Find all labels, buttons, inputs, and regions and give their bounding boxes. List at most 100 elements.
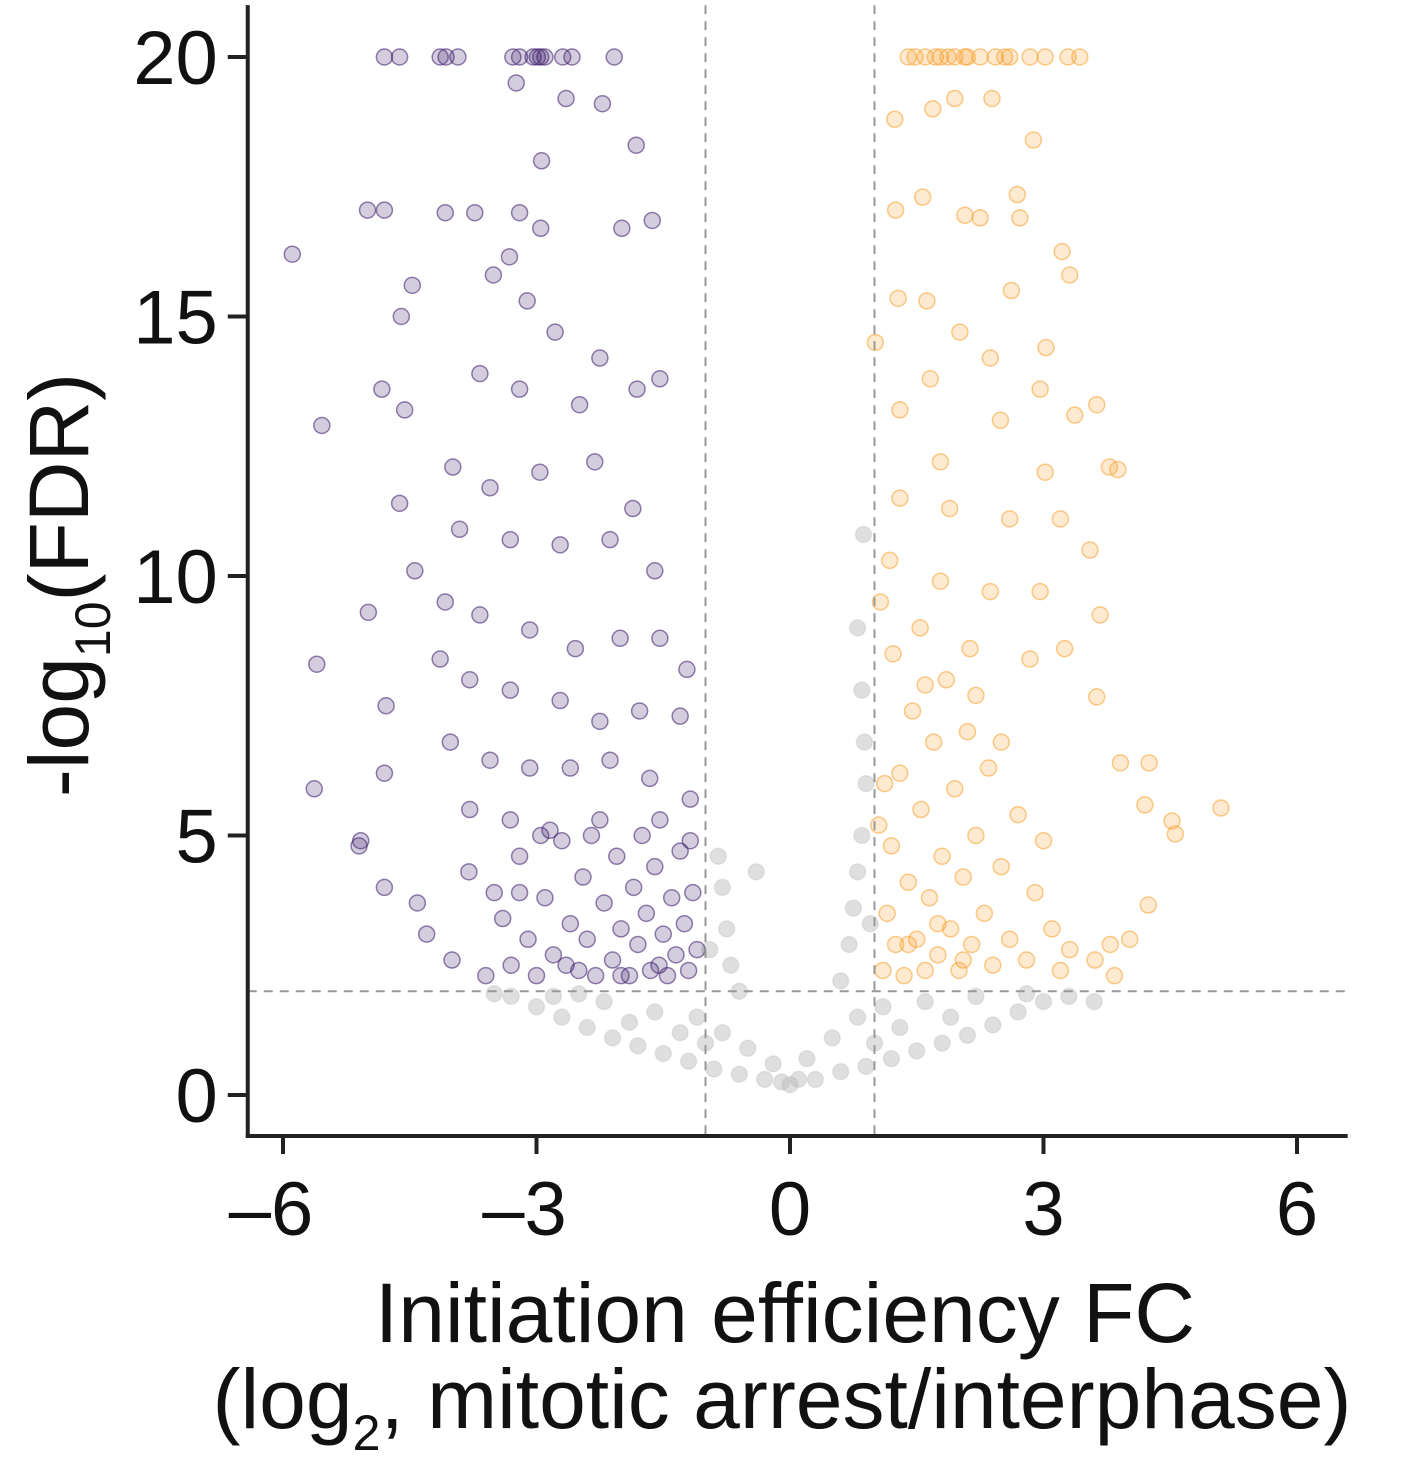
point-up: [939, 48, 957, 66]
point-up: [986, 48, 1005, 66]
point-down: [630, 702, 649, 720]
point-up: [874, 961, 892, 980]
point-up: [992, 857, 1010, 876]
point-down: [563, 48, 581, 66]
point-up: [1060, 940, 1079, 959]
point-down: [510, 48, 529, 66]
point-down: [283, 245, 302, 263]
point-down: [437, 48, 455, 66]
point-down: [305, 780, 324, 798]
point-ns: [781, 1075, 799, 1094]
point-down: [651, 629, 669, 648]
point-down: [544, 946, 563, 964]
point-down: [481, 479, 499, 497]
point-up: [891, 489, 909, 507]
point-down: [662, 889, 681, 907]
point-up: [979, 759, 998, 777]
point-down: [477, 966, 495, 985]
point-up: [1002, 281, 1021, 300]
point-up: [912, 800, 930, 819]
point-down: [641, 961, 660, 980]
point-down: [395, 401, 414, 419]
y-tick-label: 0: [175, 1054, 217, 1139]
point-up: [995, 48, 1014, 66]
point-down: [308, 655, 326, 673]
point-ns: [984, 1016, 1002, 1034]
y-label-post: (FDR): [12, 373, 106, 602]
point-down: [591, 349, 609, 367]
point-up: [1017, 951, 1036, 969]
point-down: [646, 562, 664, 580]
point-down: [507, 74, 525, 92]
point-ns: [857, 774, 875, 793]
point-ns: [1085, 992, 1103, 1011]
point-up: [1011, 209, 1029, 227]
point-up: [891, 401, 909, 419]
point-down: [675, 914, 694, 933]
point-up: [1031, 380, 1049, 398]
point-down: [441, 733, 460, 751]
point-down: [485, 883, 503, 902]
point-down: [502, 956, 520, 974]
point-down: [500, 248, 519, 266]
point-ns: [882, 1049, 901, 1068]
point-ns: [578, 1018, 596, 1037]
point-ns: [739, 1039, 757, 1058]
point-down: [510, 380, 529, 398]
point-up: [1166, 825, 1185, 843]
point-down: [313, 416, 331, 435]
point-up: [1051, 510, 1070, 528]
point-down: [436, 203, 454, 222]
point-ns: [764, 1055, 782, 1073]
point-ns: [874, 998, 892, 1016]
point-up: [1021, 48, 1039, 66]
point-up: [920, 889, 939, 907]
point-ns: [933, 1034, 951, 1052]
point-down: [375, 201, 394, 219]
point-down: [359, 603, 378, 622]
point-ns: [941, 1008, 960, 1026]
x-tick-label: –6: [229, 1167, 314, 1252]
point-up: [1087, 395, 1106, 414]
point-ns: [840, 935, 858, 954]
point-up: [889, 289, 907, 308]
point-down: [373, 380, 391, 398]
point-up: [899, 873, 918, 891]
point-down: [551, 691, 569, 710]
point-ns: [717, 920, 736, 938]
point-down: [671, 707, 689, 725]
point-ns: [679, 1052, 698, 1071]
point-down: [557, 956, 575, 974]
point-down: [417, 925, 436, 943]
point-down: [436, 593, 454, 611]
point-ns: [798, 1049, 816, 1068]
x-tick-label: 0: [769, 1167, 811, 1252]
point-down: [531, 826, 550, 845]
point-down: [613, 219, 631, 238]
x-axis-label-line2: (log2, mitotic arrest/interphase): [213, 1352, 1352, 1461]
point-down: [390, 48, 409, 66]
point-down: [629, 935, 647, 954]
point-up: [884, 645, 902, 663]
point-down: [640, 769, 659, 788]
point-up: [869, 816, 888, 834]
point-ns: [595, 992, 613, 1011]
point-down: [561, 759, 580, 777]
point-ns: [1034, 992, 1053, 1011]
point-down: [541, 821, 559, 840]
point-up: [1101, 935, 1120, 954]
point-ns: [713, 1023, 732, 1042]
point-up: [981, 349, 1000, 367]
point-down: [449, 48, 467, 66]
point-down: [601, 751, 619, 769]
point-down: [471, 606, 489, 624]
point-up: [931, 453, 950, 471]
point-ns: [688, 1008, 706, 1026]
point-ns: [747, 863, 765, 881]
point-ns: [844, 899, 863, 917]
point-down: [570, 961, 588, 980]
x-axis-label-line1: Initiation efficiency FC: [375, 1266, 1195, 1360]
point-up: [899, 48, 918, 66]
point-up: [903, 702, 922, 720]
point-ns: [1009, 1003, 1027, 1021]
